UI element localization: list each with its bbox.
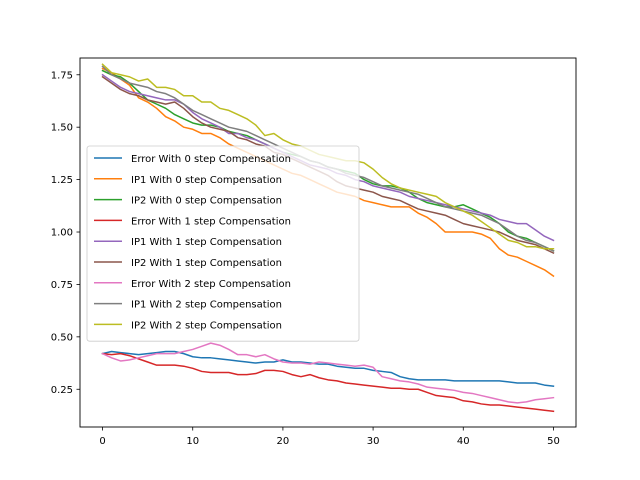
- legend-label: IP1 With 1 step Compensation: [131, 237, 282, 248]
- legend-label: IP1 With 0 step Compensation: [131, 175, 282, 186]
- series-line-7: [101, 342, 555, 404]
- plot-frame: [79, 57, 577, 428]
- y-tick-label: 1.00: [51, 228, 73, 239]
- legend-label: IP2 With 0 step Compensation: [131, 196, 282, 207]
- legend-label: Error With 1 step Compensation: [131, 216, 291, 227]
- y-tick-label: 1.50: [51, 123, 73, 134]
- x-tick-label: 40: [457, 436, 470, 447]
- x-tick-label: 20: [277, 436, 290, 447]
- legend-label: IP2 With 2 step Compensation: [131, 320, 282, 331]
- x-axis: 0 10 20 30 40 50: [99, 427, 560, 447]
- x-tick-label: 30: [367, 436, 380, 447]
- legend-label: Error With 0 step Compensation: [131, 154, 291, 165]
- x-tick-label: 10: [186, 436, 199, 447]
- legend: Error With 0 step Compensation IP1 With 0…: [86, 145, 360, 342]
- series-line-4: [101, 352, 555, 413]
- legend-label: IP1 With 2 step Compensation: [131, 300, 282, 311]
- x-tick-label: 50: [547, 436, 560, 447]
- y-tick-label: 0.75: [51, 280, 73, 291]
- y-tick-label: 1.25: [51, 175, 73, 186]
- legend-label: IP2 With 1 step Compensation: [131, 258, 282, 269]
- x-tick-label: 0: [99, 436, 105, 447]
- y-tick-label: 0.50: [51, 332, 73, 343]
- y-axis: 0.25 0.50 0.75 1.00 1.25 1.50 1.75: [51, 70, 80, 396]
- y-tick-label: 1.75: [51, 70, 73, 81]
- legend-box: [86, 145, 360, 342]
- legend-label: Error With 2 step Compensation: [131, 279, 291, 290]
- y-tick-label: 0.25: [51, 385, 73, 396]
